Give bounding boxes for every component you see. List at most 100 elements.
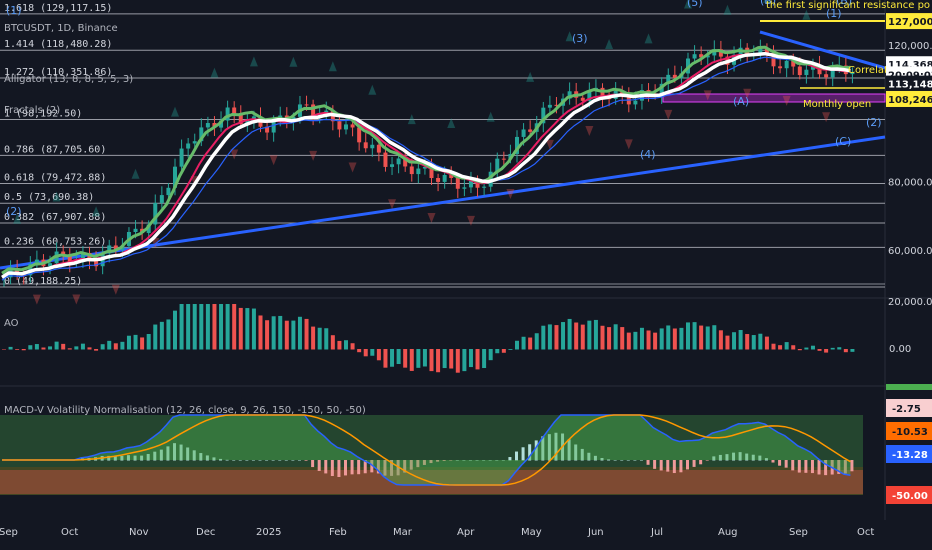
fractal-up: [92, 206, 101, 217]
ao-bar: [732, 332, 737, 350]
macd-histogram-bar: [521, 447, 525, 461]
candle-body: [159, 195, 164, 203]
elliott-wave-labels: (1) (2) (3) (4) (5) (A) (B) (C) (1) (2) (B): [6, 0, 882, 218]
candle-body: [199, 127, 204, 142]
candle-body: [357, 127, 362, 143]
candle-body: [758, 48, 763, 54]
macd-histogram-bar: [153, 451, 157, 461]
white-ma-line: [1, 51, 851, 279]
monthly-open-zone[interactable]: [662, 93, 886, 103]
macd-histogram-bar: [422, 460, 426, 465]
ao-bar: [199, 304, 204, 350]
ao-bar: [422, 349, 427, 367]
ao-bar: [317, 327, 322, 350]
ao-bar: [541, 325, 546, 350]
candle-body: [403, 158, 408, 167]
candle-body: [245, 119, 250, 125]
ao-bar: [34, 344, 39, 350]
macd-histogram-bar: [133, 455, 137, 461]
macd-histogram-bar: [679, 460, 683, 473]
fractal-down: [111, 284, 120, 295]
candle-body: [225, 107, 230, 121]
candle-body: [370, 144, 375, 149]
macd-histogram-bar: [297, 460, 301, 461]
candle-body: [521, 129, 526, 137]
macd-v-pane: [0, 414, 863, 495]
candle-body: [659, 83, 664, 96]
macd-legend[interactable]: MACD-V Volatility Normalisation (12, 26,…: [4, 405, 366, 416]
candle-body: [600, 87, 605, 99]
wave-label: (2): [866, 116, 882, 129]
fractal-up: [368, 84, 377, 95]
ao-bar: [784, 342, 789, 350]
macd-histogram-bar: [126, 455, 130, 461]
candle-body: [363, 142, 368, 149]
macd-histogram-bar: [376, 460, 380, 474]
macd-histogram-bar: [534, 440, 538, 461]
macd-histogram-bar: [140, 455, 144, 461]
macd-histogram-bar: [199, 453, 203, 461]
time-tick: Aug: [718, 527, 738, 538]
ao-bar: [679, 327, 684, 350]
price-axis[interactable]: 120,000.00 80,000.00 60,000.00 20,000.00 127…: [886, 13, 932, 308]
macd-axis-top: [886, 384, 932, 390]
time-tick: Dec: [196, 527, 215, 538]
time-axis[interactable]: Sep Oct Nov Dec 2025 Feb Mar Apr May Jun Jul Aug Sep…: [0, 527, 874, 538]
candle-body: [34, 259, 39, 265]
ao-bar: [370, 349, 375, 356]
fib-retracement[interactable]: 1.618 (129,117.15) 1.414 (118,480.28) 1.27…: [0, 3, 885, 288]
ao-bar: [620, 327, 625, 350]
fib-label: 0.236 (60,753.26): [4, 236, 106, 247]
macd-histogram-bar: [784, 460, 788, 468]
fractal-down: [427, 213, 436, 224]
ao-bar: [646, 330, 651, 350]
fractal-up: [723, 4, 732, 15]
ao-bar: [699, 325, 704, 350]
macd-histogram-bar: [475, 460, 479, 461]
fractal-down: [269, 155, 278, 166]
macd-histogram-bar: [324, 460, 328, 474]
trendlines[interactable]: [0, 20, 886, 270]
candle-body: [94, 260, 99, 267]
macd-histogram-bar: [810, 460, 814, 474]
macd-histogram-bar: [265, 460, 269, 461]
ao-bar: [126, 335, 131, 350]
ao-bar: [357, 349, 362, 353]
macd-histogram-bar: [633, 460, 637, 461]
candle-body: [390, 164, 395, 167]
candle-body: [567, 91, 572, 99]
ao-bar: [8, 346, 13, 350]
price-badge-bg: [886, 13, 932, 30]
ao-bar: [593, 319, 598, 350]
downtrend-line[interactable]: [759, 30, 886, 70]
macd-histogram-bar: [205, 455, 209, 461]
ao-bar: [810, 345, 815, 350]
alligator-legend[interactable]: Alligator (13, 8, 8, 5, 5, 3): [4, 74, 133, 85]
candle-body: [396, 158, 401, 165]
macd-histogram-bar: [666, 460, 670, 472]
fractal-down: [466, 215, 475, 226]
ao-legend[interactable]: AO: [4, 318, 19, 329]
symbol-legend[interactable]: BTCUSDT, 1D, Binance: [4, 23, 118, 34]
ao-bar: [830, 347, 835, 350]
candle-body: [350, 124, 355, 128]
macd-histogram-bar: [251, 460, 255, 461]
ao-bar: [271, 316, 276, 350]
fractals-legend[interactable]: Fractals (2): [4, 105, 60, 116]
macd-histogram-bar: [284, 460, 288, 461]
ao-bar: [212, 304, 217, 350]
price-tick: 60,000.00: [888, 246, 932, 257]
ao-bar: [265, 320, 270, 350]
macd-histogram-bar: [804, 460, 808, 473]
macd-badge-bg: [886, 422, 932, 440]
macd-histogram-bar: [593, 455, 597, 461]
ao-bar: [291, 320, 296, 350]
ao-bar: [843, 349, 848, 353]
correlation-annotation: Correlation: [848, 65, 903, 76]
macd-histogram-bar: [600, 458, 604, 461]
monthly-open-annotation: Monthly open: [803, 99, 871, 110]
candle-body: [61, 251, 66, 255]
uptrend-line[interactable]: [0, 135, 886, 270]
ao-bar: [15, 349, 20, 350]
